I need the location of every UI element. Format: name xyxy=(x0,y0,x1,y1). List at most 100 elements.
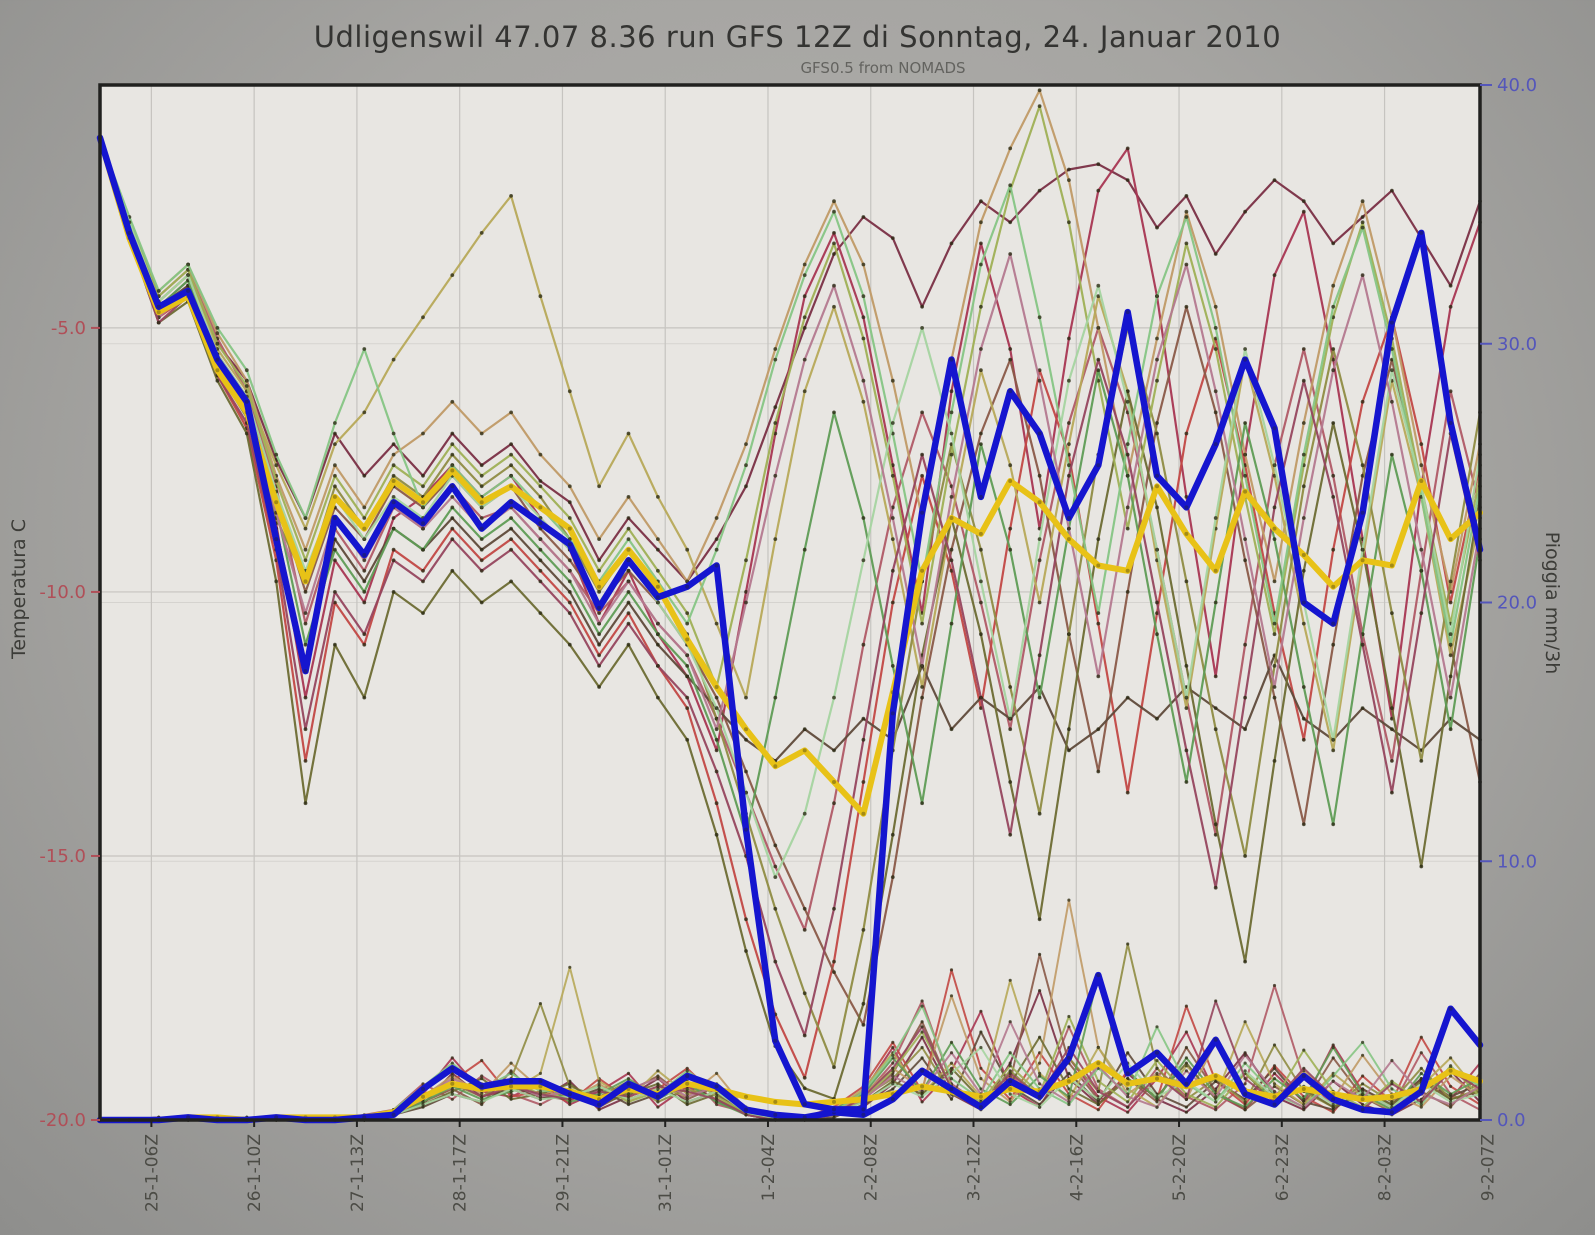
data-point-marker xyxy=(949,1087,954,1091)
data-point-marker xyxy=(685,664,690,668)
data-point-marker xyxy=(597,685,601,689)
data-point-marker xyxy=(568,1084,572,1088)
data-point-marker xyxy=(479,558,484,563)
data-point-marker xyxy=(303,642,308,647)
data-point-marker xyxy=(979,1045,983,1050)
data-point-marker xyxy=(920,1045,924,1050)
data-point-marker xyxy=(861,1107,866,1112)
data-point-marker xyxy=(802,326,807,330)
data-point-marker xyxy=(1361,1092,1365,1096)
data-point-marker xyxy=(567,542,572,547)
data-point-marker xyxy=(450,1087,454,1091)
data-point-marker xyxy=(656,495,660,499)
data-point-marker xyxy=(1213,410,1218,415)
data-point-marker xyxy=(1096,1102,1100,1107)
data-point-marker xyxy=(1331,1074,1335,1078)
data-point-marker xyxy=(421,526,425,531)
data-point-marker xyxy=(685,1100,689,1104)
data-point-marker xyxy=(538,521,543,526)
data-point-marker xyxy=(626,558,631,563)
data-point-marker xyxy=(567,590,572,594)
data-point-marker xyxy=(215,378,220,383)
data-point-marker xyxy=(1096,769,1101,774)
data-point-marker xyxy=(714,832,719,837)
data-point-marker xyxy=(1038,989,1042,993)
data-point-marker xyxy=(1126,1110,1130,1114)
data-point-marker xyxy=(1067,167,1071,172)
data-point-marker xyxy=(480,1100,484,1104)
data-point-marker xyxy=(656,547,660,552)
data-point-marker xyxy=(773,875,778,879)
data-point-marker xyxy=(509,1069,513,1073)
data-point-marker xyxy=(391,463,396,468)
data-point-marker xyxy=(480,1058,484,1063)
data-point-marker xyxy=(949,431,954,436)
data-point-marker xyxy=(1331,1110,1335,1114)
data-point-marker xyxy=(949,1061,954,1065)
data-point-marker xyxy=(832,1115,836,1119)
data-point-marker xyxy=(1448,1006,1453,1011)
data-point-marker xyxy=(1272,463,1277,468)
data-point-marker xyxy=(303,526,308,531)
temperature-tick-label: -5.0 xyxy=(51,318,86,339)
data-point-marker xyxy=(1301,600,1306,605)
data-point-marker xyxy=(1272,579,1277,584)
data-point-marker xyxy=(1214,1095,1218,1099)
data-point-marker xyxy=(1331,495,1336,499)
data-point-marker xyxy=(1184,1004,1188,1008)
data-point-marker xyxy=(1389,320,1394,325)
data-point-marker xyxy=(1213,885,1218,890)
data-point-marker xyxy=(979,220,983,225)
data-point-marker xyxy=(1184,262,1189,267)
data-point-marker xyxy=(1360,1097,1365,1102)
data-point-marker xyxy=(773,695,778,700)
data-point-marker xyxy=(1125,310,1130,315)
data-point-marker xyxy=(1360,199,1365,204)
data-point-marker xyxy=(1214,1100,1218,1104)
data-point-marker xyxy=(421,315,425,320)
data-point-marker xyxy=(1331,621,1336,626)
data-point-marker xyxy=(1038,1074,1042,1078)
data-point-marker xyxy=(567,516,572,520)
data-point-marker xyxy=(979,262,983,267)
data-point-marker xyxy=(978,1105,983,1110)
data-point-marker xyxy=(1301,484,1306,489)
data-point-marker xyxy=(1125,1081,1130,1086)
data-point-marker xyxy=(1272,537,1277,541)
data-point-marker xyxy=(1155,1066,1159,1070)
data-point-marker xyxy=(391,547,396,552)
data-point-marker xyxy=(1155,632,1159,637)
data-point-marker xyxy=(626,1077,631,1081)
data-point-marker xyxy=(1390,399,1394,404)
data-point-marker xyxy=(1243,959,1247,964)
precipitation-tick-label: 20.0 xyxy=(1497,593,1537,614)
data-point-marker xyxy=(1243,209,1247,214)
data-point-marker xyxy=(920,1020,924,1024)
data-point-marker xyxy=(450,1056,454,1060)
data-point-marker xyxy=(1213,347,1218,351)
data-point-marker xyxy=(1272,685,1277,689)
data-point-marker xyxy=(479,516,484,520)
data-point-marker xyxy=(215,368,220,373)
data-point-marker xyxy=(1301,737,1306,742)
data-point-marker xyxy=(832,231,836,235)
data-point-marker xyxy=(1449,1092,1453,1096)
data-point-marker xyxy=(949,410,954,415)
data-point-marker xyxy=(626,1095,631,1099)
data-point-marker xyxy=(626,526,631,531)
data-point-marker xyxy=(1448,304,1453,309)
data-point-marker xyxy=(303,590,308,594)
data-point-marker xyxy=(832,1065,836,1070)
data-point-marker xyxy=(538,537,543,541)
data-point-marker xyxy=(685,674,690,679)
data-point-marker xyxy=(450,468,455,473)
data-point-marker xyxy=(685,706,690,710)
data-point-marker xyxy=(333,484,337,489)
data-point-marker xyxy=(1096,1061,1101,1066)
data-point-marker xyxy=(1301,347,1306,351)
data-point-marker xyxy=(744,737,748,742)
data-point-marker xyxy=(773,537,778,541)
data-point-marker xyxy=(1037,473,1042,478)
data-point-marker xyxy=(567,389,572,394)
time-tick-label: 4-2-16Z xyxy=(1067,1134,1087,1201)
